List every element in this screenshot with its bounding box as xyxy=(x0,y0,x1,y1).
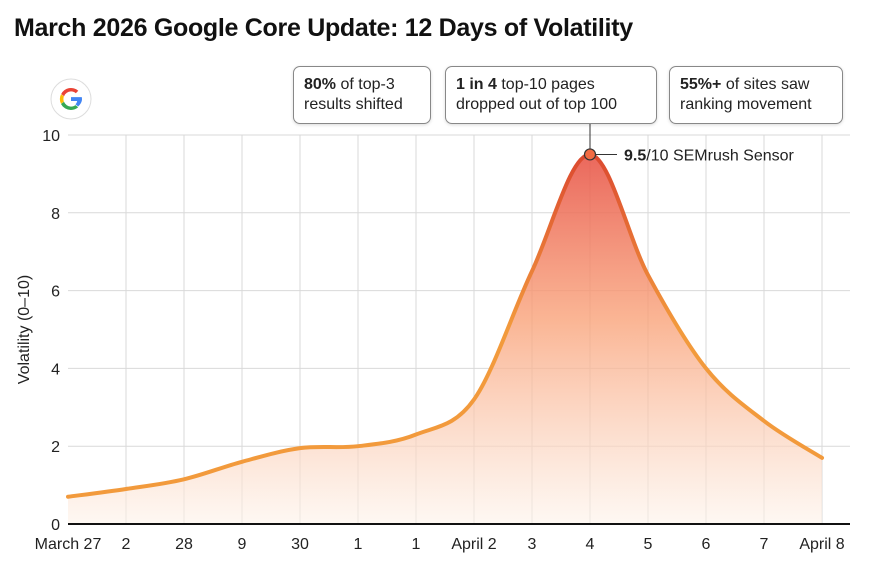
y-axis-label: Volatility (0–10) xyxy=(16,275,33,384)
callout-text: dropped out of top 100 xyxy=(456,96,618,113)
x-tick-label: 7 xyxy=(760,536,769,553)
x-tick-label: 1 xyxy=(354,536,363,553)
callout-text: of top-3 xyxy=(336,76,395,93)
peak-marker xyxy=(583,148,597,161)
x-tick-label: March 27 xyxy=(35,536,102,553)
x-tick-label: 9 xyxy=(238,536,247,553)
x-tick-label: 28 xyxy=(175,536,193,553)
x-tick-label: 6 xyxy=(702,536,711,553)
y-tick-label: 8 xyxy=(51,206,60,223)
callout-top10: 1 in 4 top-10 pages dropped out of top 1… xyxy=(445,66,657,124)
volatility-line xyxy=(66,152,824,499)
callout-text: results shifted xyxy=(304,96,403,113)
y-tick-label: 0 xyxy=(51,517,60,534)
y-tick-label: 6 xyxy=(51,284,60,301)
callout-stat: 1 in 4 xyxy=(456,76,497,93)
y-tick-label: 10 xyxy=(42,128,60,145)
callout-text: top-10 pages xyxy=(496,76,595,93)
callout-stat: 55%+ xyxy=(680,76,722,93)
peak-annotation: 9.5/10 SEMrush Sensor xyxy=(624,147,795,164)
chart-title: March 2026 Google Core Update: 12 Days o… xyxy=(14,14,633,42)
x-tick-label: 4 xyxy=(586,536,595,553)
x-tick-label: 2 xyxy=(122,536,131,553)
google-g-icon xyxy=(50,78,92,120)
x-tick-label: 30 xyxy=(291,536,309,553)
x-tick-label: April 8 xyxy=(799,536,844,553)
x-tick-label: 3 xyxy=(528,536,537,553)
x-tick-label: 1 xyxy=(412,536,421,553)
callout-sites: 55%+ of sites saw ranking movement xyxy=(669,66,843,124)
x-tick-label: April 2 xyxy=(451,536,496,553)
callout-top3: 80% of top-3 results shifted xyxy=(293,66,431,124)
area-fill xyxy=(68,154,822,524)
x-tick-label: 5 xyxy=(644,536,653,553)
peak-label: /10 SEMrush Sensor xyxy=(646,147,794,164)
callout-text: of sites saw xyxy=(721,76,810,93)
y-tick-label: 2 xyxy=(51,439,60,456)
callout-stat: 80% xyxy=(304,76,337,93)
y-tick-label: 4 xyxy=(51,361,60,378)
peak-value: 9.5 xyxy=(624,147,646,164)
callout-text: ranking movement xyxy=(680,96,812,113)
